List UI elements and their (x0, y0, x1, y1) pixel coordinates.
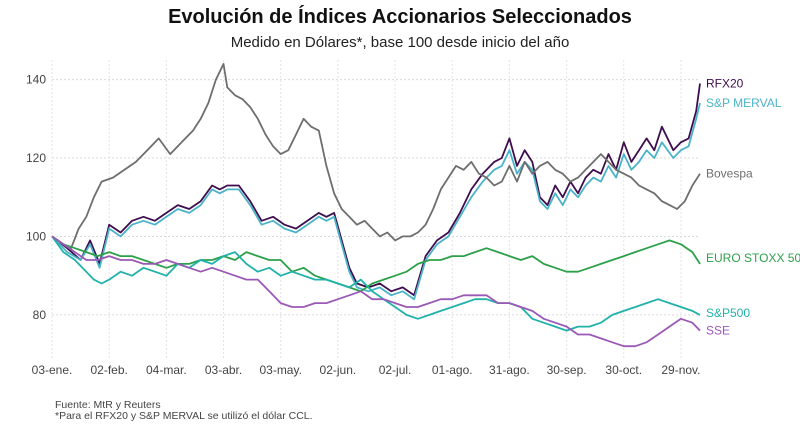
series-label-s-p-merval: S&P MERVAL (706, 96, 782, 110)
y-axis: 80 100 120 140 (26, 73, 46, 322)
x-tick-label: 03-ene. (32, 363, 73, 377)
source-note: Fuente: MtR y Reuters (55, 399, 161, 411)
y-tick-label: 120 (26, 151, 46, 165)
x-tick-label: 29-nov. (661, 363, 700, 377)
x-tick-label: 01-ago. (432, 363, 473, 377)
series-label-euro-stoxx-50: EURO STOXX 50 (706, 251, 800, 265)
series-line-rfx20 (51, 83, 701, 297)
x-tick-label: 02-jul. (379, 363, 412, 377)
series-label-bovespa: Bovespa (706, 167, 753, 181)
x-tick-label: 04-mar. (146, 363, 187, 377)
x-tick-label: 02-jun. (320, 363, 357, 377)
series-lines (51, 63, 701, 348)
series-label-sse: SSE (706, 324, 730, 338)
x-tick-label: 30-oct. (605, 363, 642, 377)
series-line-bovespa (51, 63, 701, 250)
x-tick-label: 30-sep. (547, 363, 587, 377)
x-tick-label: 03-may. (259, 363, 301, 377)
y-tick-label: 140 (26, 73, 46, 87)
grid-lines (51, 60, 700, 358)
x-tick-label: 02-feb. (90, 363, 127, 377)
y-tick-label: 100 (26, 229, 46, 243)
series-line-euro-stoxx-50 (51, 235, 701, 293)
x-axis: 03-ene. 02-feb. 04-mar. 03-abr. 03-may. 02-ju… (32, 363, 701, 377)
x-tick-label: 03-abr. (205, 363, 242, 377)
series-line-s-p500 (51, 235, 701, 332)
series-line-s-p-merval (51, 102, 701, 301)
x-tick-label: 31-ago. (489, 363, 530, 377)
chart-subtitle: Medido en Dólares*, base 100 desde inici… (230, 34, 570, 51)
series-label-s-p500: S&P500 (706, 306, 750, 320)
series-end-labels: RFX20 S&P MERVAL Bovespa EURO STOXX 50 S&P50… (706, 77, 800, 338)
footnote: *Para el RFX20 y S&P MERVAL se utilizó e… (55, 410, 313, 422)
y-tick-label: 80 (33, 308, 47, 322)
series-label-rfx20: RFX20 (706, 77, 744, 91)
series-line-sse (51, 235, 701, 348)
chart-title: Evolución de Índices Accionarios Selecci… (168, 6, 632, 28)
